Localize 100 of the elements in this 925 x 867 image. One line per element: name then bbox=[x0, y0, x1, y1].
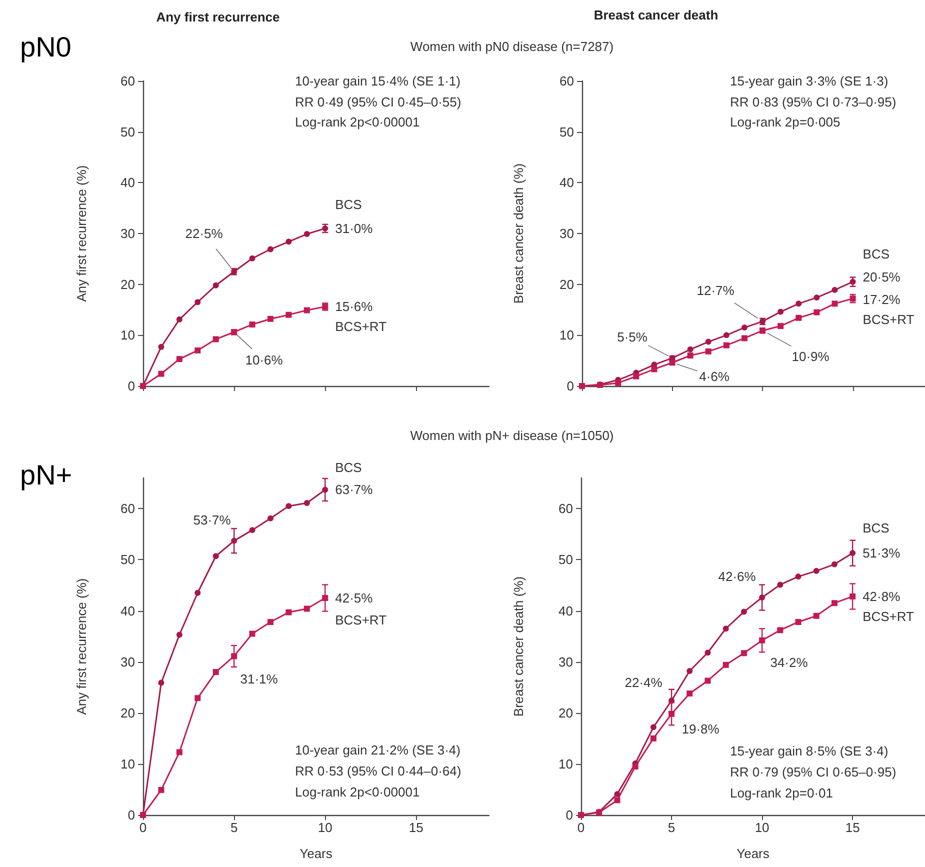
point bbox=[686, 690, 693, 696]
y-tick-label: 10 bbox=[558, 756, 573, 772]
y-tick-label: 60 bbox=[120, 74, 135, 88]
chart-title: Any first recurrence bbox=[156, 10, 280, 24]
point bbox=[704, 650, 711, 656]
point bbox=[304, 500, 310, 506]
series-label: BCS bbox=[335, 196, 362, 212]
annotation: Log-rank 2p=0·005 bbox=[730, 114, 840, 130]
x-tick-label: 5 bbox=[230, 820, 238, 835]
series-label: BCS bbox=[862, 246, 890, 262]
point bbox=[814, 294, 820, 301]
point bbox=[704, 678, 711, 684]
chart-subtitle: Women with pN0 disease (n=7287) bbox=[410, 39, 614, 54]
y-tick-label: 30 bbox=[120, 654, 135, 670]
point bbox=[813, 612, 820, 619]
point bbox=[705, 338, 712, 345]
point bbox=[176, 632, 182, 638]
annotation: 22·5% bbox=[185, 226, 224, 242]
point bbox=[286, 312, 292, 318]
point bbox=[740, 650, 747, 656]
point bbox=[741, 335, 748, 342]
annotation: 42·8% bbox=[862, 588, 901, 604]
point bbox=[212, 669, 219, 676]
y-tick-label: 20 bbox=[120, 705, 135, 720]
annotation: 19·8% bbox=[682, 721, 720, 736]
point bbox=[687, 352, 694, 358]
y-axis-title: Breast cancer death (%) bbox=[511, 576, 526, 717]
point bbox=[632, 763, 638, 770]
annotation: 10·9% bbox=[792, 349, 830, 364]
point bbox=[723, 332, 730, 338]
point bbox=[796, 300, 802, 307]
series-label: BCS bbox=[335, 460, 362, 476]
y-tick-label: 0 bbox=[566, 808, 573, 822]
annotation: 17·2% bbox=[862, 292, 901, 308]
annotation: 10-year gain 21·2% (SE 3·4) bbox=[295, 742, 460, 758]
point bbox=[158, 370, 164, 377]
point bbox=[286, 238, 292, 245]
y-tick-label: 40 bbox=[560, 175, 574, 190]
y-tick-label: 0 bbox=[128, 378, 135, 394]
point bbox=[832, 300, 838, 307]
point bbox=[814, 309, 820, 316]
point bbox=[249, 630, 256, 637]
point bbox=[650, 724, 656, 730]
y-tick-label: 20 bbox=[120, 276, 135, 292]
point bbox=[778, 323, 784, 330]
x-axis-title: Years bbox=[300, 846, 333, 861]
x-axis-title: Years bbox=[736, 846, 770, 861]
point bbox=[614, 797, 620, 804]
point bbox=[286, 609, 292, 616]
annotation: 63·7% bbox=[335, 482, 374, 498]
annotation: 5·5% bbox=[617, 330, 648, 345]
annotation: RR 0·49 (95% CI 0·45–0·55) bbox=[295, 94, 462, 110]
annotation: 51·3% bbox=[862, 546, 901, 561]
y-tick-label: 50 bbox=[560, 124, 574, 140]
annotation: RR 0·79 (95% CI 0·65–0·95) bbox=[730, 764, 896, 780]
y-tick-label: 40 bbox=[120, 175, 135, 190]
point bbox=[194, 347, 201, 354]
annotation: Log-rank 2p<0·00001 bbox=[295, 114, 420, 130]
point bbox=[813, 568, 820, 574]
point bbox=[158, 344, 164, 350]
point bbox=[687, 346, 694, 352]
x-tick-label: 5 bbox=[668, 820, 676, 835]
series-label: BCS bbox=[862, 520, 890, 536]
y-tick-label: 40 bbox=[558, 603, 573, 618]
point bbox=[267, 618, 274, 625]
point bbox=[686, 668, 693, 674]
point bbox=[777, 627, 784, 634]
point bbox=[194, 590, 201, 596]
point bbox=[650, 735, 656, 742]
y-tick-label: 30 bbox=[120, 226, 135, 241]
annotation: 22·4% bbox=[624, 675, 663, 690]
y-axis-title: Any first recurrence (%) bbox=[74, 578, 89, 715]
annotation: 31·0% bbox=[335, 220, 374, 236]
annotation: 15-year gain 3·3% (SE 1·3) bbox=[730, 74, 888, 88]
annotation: Log-rank 2p<0·00001 bbox=[295, 784, 420, 800]
annotation: 31·1% bbox=[240, 672, 278, 687]
point bbox=[778, 308, 784, 315]
annotation: Log-rank 2p=0·01 bbox=[730, 786, 833, 800]
text: pN+ bbox=[20, 460, 72, 490]
point bbox=[722, 626, 729, 632]
y-tick-label: 20 bbox=[560, 276, 574, 292]
point bbox=[651, 366, 658, 372]
y-tick-label: 50 bbox=[120, 552, 135, 568]
point bbox=[777, 582, 784, 588]
point bbox=[194, 299, 201, 306]
point bbox=[795, 574, 802, 580]
x-tick-label: 10 bbox=[754, 820, 770, 835]
y-tick-label: 50 bbox=[120, 124, 135, 140]
y-tick-label: 10 bbox=[560, 328, 574, 343]
point bbox=[158, 786, 164, 793]
x-tick-label: 15 bbox=[845, 820, 860, 835]
y-tick-label: 60 bbox=[120, 501, 135, 516]
point bbox=[633, 373, 640, 380]
annotation: 10·6% bbox=[245, 352, 284, 368]
point bbox=[304, 231, 310, 238]
point bbox=[249, 321, 256, 328]
x-tick-label: 10 bbox=[318, 820, 332, 835]
y-tick-label: 10 bbox=[120, 756, 135, 772]
point bbox=[304, 307, 310, 314]
y-tick-label: 60 bbox=[560, 74, 574, 88]
